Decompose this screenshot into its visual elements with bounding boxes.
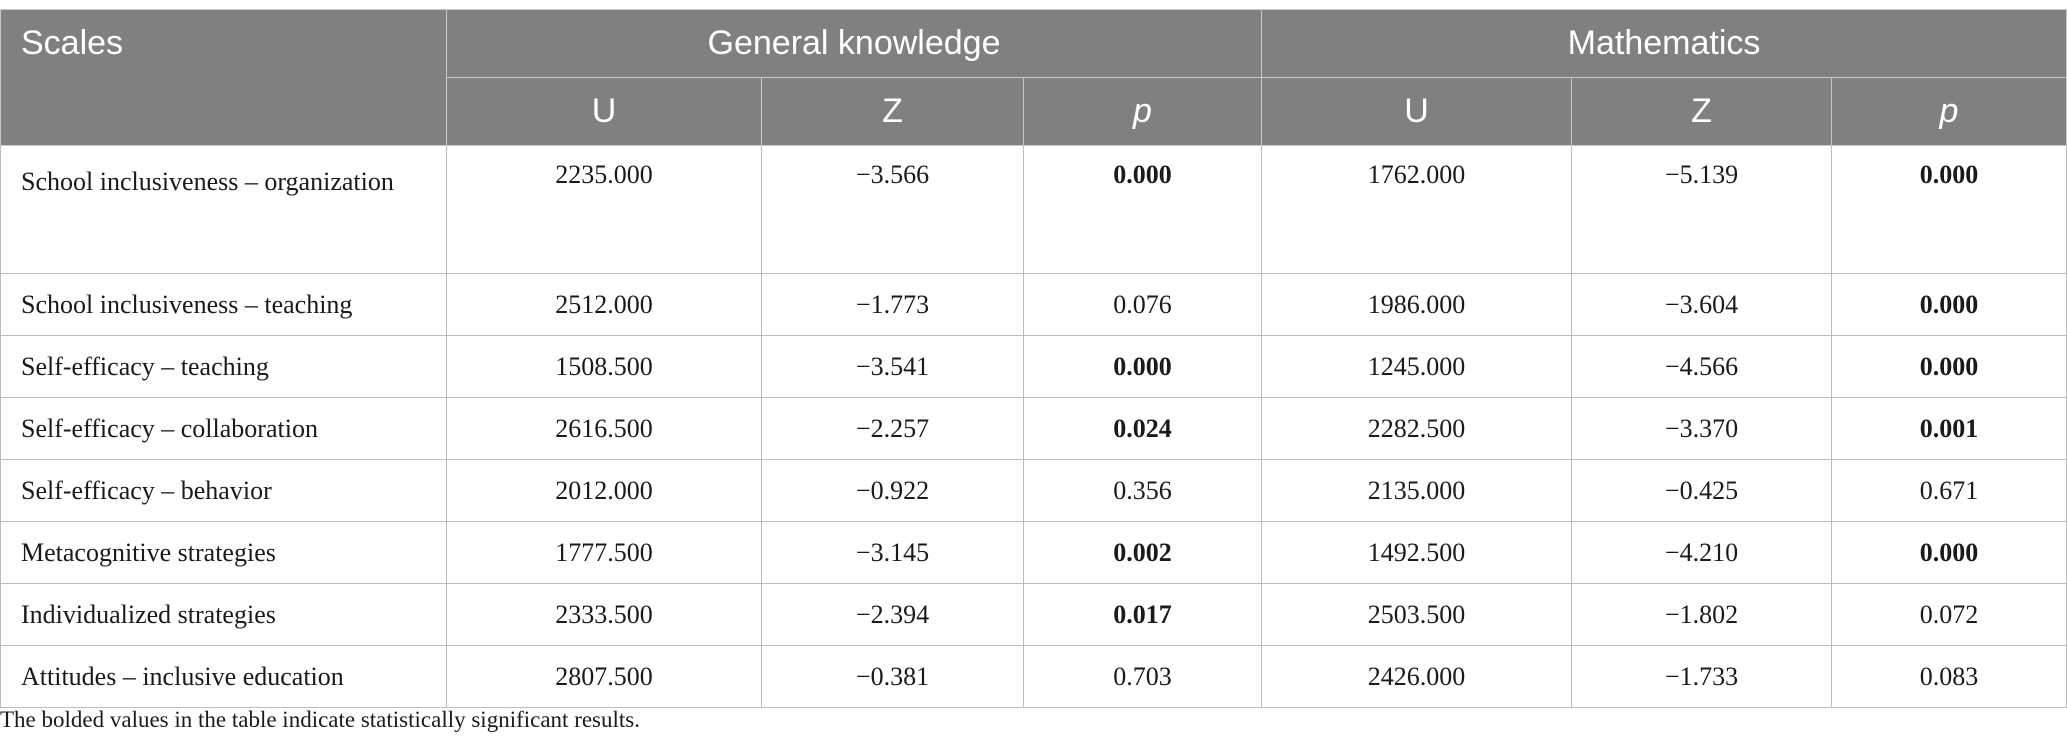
- gk-u-column-header: U: [446, 77, 762, 146]
- gk-z-cell: −1.773: [761, 273, 1024, 336]
- gk-p-cell: 0.000: [1022, 145, 1263, 274]
- math-p-cell: 0.072: [1831, 583, 2067, 646]
- gk-p-cell: 0.017: [1022, 583, 1263, 646]
- math-u-cell: 1762.000: [1261, 145, 1573, 274]
- math-u-cell: 1986.000: [1261, 273, 1573, 336]
- math-p-cell: 0.000: [1831, 273, 2067, 336]
- table-row: Metacognitive strategies 1777.500 −3.145 0.…: [0, 521, 2067, 584]
- scale-name-cell: Attitudes – inclusive education: [0, 645, 447, 708]
- scale-name-cell: Self-efficacy – behavior: [0, 459, 447, 522]
- gk-u-cell: 2235.000: [446, 145, 762, 274]
- scale-name-cell: Self-efficacy – collaboration: [0, 397, 447, 460]
- math-u-cell: 2135.000: [1261, 459, 1573, 522]
- scale-name-cell: Self-efficacy – teaching: [0, 335, 447, 398]
- table-row: Individualized strategies 2333.500 −2.394 0…: [0, 583, 2067, 646]
- math-z-cell: −3.604: [1571, 273, 1833, 336]
- gk-z-cell: −0.922: [761, 459, 1024, 522]
- math-p-cell: 0.671: [1831, 459, 2067, 522]
- scale-name-cell: Individualized strategies: [0, 583, 447, 646]
- table-row: Attitudes – inclusive education 2807.500−…: [0, 645, 2067, 708]
- table-row: School inclusiveness – teaching 2512.000−…: [0, 273, 2067, 336]
- gk-p-cell: 0.703: [1022, 645, 1263, 708]
- gk-p-cell: 0.002: [1022, 521, 1263, 584]
- math-u-cell: 1245.000: [1261, 335, 1573, 398]
- gk-p-column-header: p: [1022, 77, 1263, 146]
- scale-name-cell: School inclusiveness – teaching: [0, 273, 447, 336]
- table-row: School inclusiveness – organization 2235.…: [0, 145, 2067, 274]
- math-z-cell: −4.566: [1571, 335, 1833, 398]
- table-row: Self-efficacy – collaboration 2616.500 −2.…: [0, 397, 2067, 460]
- gk-p-cell: 0.000: [1022, 335, 1263, 398]
- math-z-cell: −5.139: [1571, 145, 1833, 274]
- math-z-cell: −0.425: [1571, 459, 1833, 522]
- gk-u-cell: 2616.500: [446, 397, 762, 460]
- math-u-cell: 2503.500: [1261, 583, 1573, 646]
- scales-column-header: Scales: [0, 9, 447, 146]
- gk-p-cell: 0.356: [1022, 459, 1263, 522]
- gk-z-column-header: Z: [761, 77, 1024, 146]
- gk-z-cell: −3.145: [761, 521, 1024, 584]
- table-header: Scales General knowledge Mathematics U Z…: [0, 9, 2067, 146]
- gk-u-cell: 2512.000: [446, 273, 762, 336]
- general-knowledge-group-header: General knowledge: [445, 9, 1263, 78]
- gk-u-cell: 2012.000: [446, 459, 762, 522]
- scale-name-cell: Metacognitive strategies: [0, 521, 447, 584]
- mathematics-group-header: Mathematics: [1261, 9, 2067, 78]
- gk-u-cell: 1508.500: [446, 335, 762, 398]
- math-u-cell: 2426.000: [1261, 645, 1573, 708]
- gk-z-cell: −0.381: [761, 645, 1024, 708]
- math-p-cell: 0.083: [1831, 645, 2067, 708]
- math-p-cell: 0.000: [1831, 335, 2067, 398]
- header-subcolumn-row: U Z p U Z p: [1, 77, 2067, 146]
- math-p-cell: 0.001: [1831, 397, 2067, 460]
- math-u-cell: 1492.500: [1261, 521, 1573, 584]
- table-row: Self-efficacy – behavior 2012.000 −0.922 0.…: [0, 459, 2067, 522]
- math-z-cell: −1.802: [1571, 583, 1833, 646]
- table-footnote: The bolded values in the table indicate …: [0, 707, 640, 732]
- scale-name-cell: School inclusiveness – organization: [0, 145, 447, 274]
- gk-p-cell: 0.024: [1022, 397, 1263, 460]
- math-z-cell: −3.370: [1571, 397, 1833, 460]
- math-z-cell: −1.733: [1571, 645, 1833, 708]
- gk-u-cell: 2807.500: [446, 645, 762, 708]
- math-u-column-header: U: [1261, 77, 1573, 146]
- gk-z-cell: −3.541: [761, 335, 1024, 398]
- gk-u-cell: 1777.500: [446, 521, 762, 584]
- gk-z-cell: −2.257: [761, 397, 1024, 460]
- math-u-cell: 2282.500: [1261, 397, 1573, 460]
- gk-u-cell: 2333.500: [446, 583, 762, 646]
- table-body: School inclusiveness – organization 2235.…: [0, 145, 2067, 708]
- math-p-column-header: p: [1831, 77, 2067, 146]
- math-p-cell: 0.000: [1831, 145, 2067, 274]
- table-row: Self-efficacy – teaching 1508.500 −3.541 0.…: [0, 335, 2067, 398]
- gk-z-cell: −2.394: [761, 583, 1024, 646]
- math-z-column-header: Z: [1571, 77, 1833, 146]
- gk-p-cell: 0.076: [1022, 273, 1263, 336]
- results-table: Scales General knowledge Mathematics U Z…: [0, 9, 2067, 708]
- math-p-cell: 0.000: [1831, 521, 2067, 584]
- math-z-cell: −4.210: [1571, 521, 1833, 584]
- header-group-row: Scales General knowledge Mathematics: [0, 9, 2067, 146]
- gk-z-cell: −3.566: [761, 145, 1024, 274]
